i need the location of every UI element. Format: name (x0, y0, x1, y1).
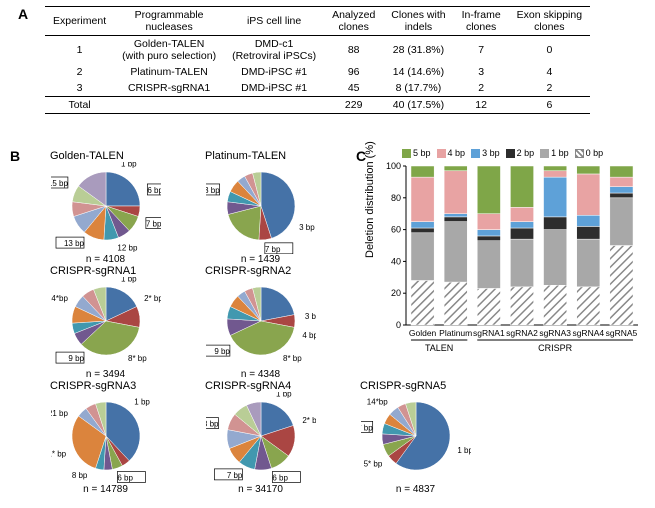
svg-text:80: 80 (391, 193, 401, 203)
svg-text:60: 60 (391, 225, 401, 235)
svg-text:1 bp: 1 bp (276, 392, 292, 399)
legend-item: 5 bp (402, 148, 431, 158)
svg-text:1 bp: 1 bp (457, 446, 471, 455)
pie-chart: CRISPR-sgRNA41 bp 2* bp 6 bp 7 bp 13 bp n = 3… (183, 380, 338, 495)
svg-text:CRISPR: CRISPR (538, 343, 573, 353)
svg-text:sgRNA5: sgRNA5 (606, 328, 638, 338)
svg-text:7 bp: 7 bp (226, 471, 242, 480)
pie-title: Golden-TALEN (50, 150, 183, 162)
pie-chart: CRISPR-sgRNA3 1 bp 6 bp 8 bp 11* bp 21 bp n = … (28, 380, 183, 495)
svg-text:1 bp: 1 bp (121, 277, 137, 284)
svg-text:14*bp: 14*bp (51, 294, 68, 303)
svg-text:1 bp: 1 bp (134, 397, 150, 406)
svg-text:40: 40 (391, 256, 401, 266)
table-header: Analyzedclones (324, 7, 383, 36)
svg-text:6 bp: 6 bp (272, 474, 288, 483)
svg-text:sgRNA3: sgRNA3 (539, 328, 571, 338)
pie-title: CRISPR-sgRNA3 (50, 380, 183, 392)
svg-text:TALEN: TALEN (425, 343, 453, 353)
svg-text:13 bp: 13 bp (206, 420, 219, 429)
svg-text:4 bp: 4 bp (302, 331, 316, 340)
y-axis-label: Deletion distribution (%) (364, 141, 376, 258)
svg-text:20: 20 (391, 288, 401, 298)
pie-title: CRISPR-sgRNA2 (205, 265, 338, 277)
svg-text:2* bp: 2* bp (302, 416, 316, 425)
svg-text:11* bp: 11* bp (51, 450, 67, 459)
svg-text:9 bp: 9 bp (214, 347, 230, 356)
table-header: iPS cell line (224, 7, 324, 36)
panel-b-label: B (10, 148, 20, 164)
pie-n-label: n = 4348 (183, 369, 338, 380)
pie-n-label: n = 1439 (183, 254, 338, 265)
pie-title: CRISPR-sgRNA4 (205, 380, 338, 392)
svg-text:Golden: Golden (409, 328, 437, 338)
svg-text:5* bp: 5* bp (363, 459, 382, 468)
table-header: Experiment (45, 7, 114, 36)
svg-text:2* bp: 2* bp (144, 294, 161, 303)
table-row: 3CRISPR-sgRNA1DMD-iPSC #1458 (17.7%)22 (45, 80, 590, 97)
svg-text:8* bp: 8* bp (283, 354, 302, 363)
stacked-bar-chart: 5 bp4 bp3 bp2 bp1 bp0 bp Deletion distri… (372, 148, 644, 363)
svg-text:6 bp: 6 bp (117, 474, 133, 483)
svg-text:13 bp: 13 bp (63, 239, 84, 248)
pie-n-label: n = 34170 (183, 484, 338, 495)
pie-title: CRISPR-sgRNA5 (360, 380, 493, 392)
panel-a-label: A (18, 6, 28, 22)
pie-n-label: n = 4837 (338, 484, 493, 495)
table-total-row: Total22940 (17.5%)126 (45, 97, 590, 114)
pie-chart: Platinum-TALEN 3 bp 7 bp 13 bp n = 1439 (183, 150, 338, 265)
svg-text:8* bp: 8* bp (128, 354, 147, 363)
svg-text:15 bp: 15 bp (51, 179, 68, 188)
table-header: Clones withindels (383, 7, 453, 36)
svg-text:11* bp: 11* bp (361, 423, 373, 432)
svg-text:6 bp: 6 bp (147, 186, 161, 195)
svg-text:0: 0 (396, 320, 401, 330)
svg-text:8 bp: 8 bp (71, 471, 87, 480)
svg-text:9 bp: 9 bp (68, 354, 84, 363)
legend-item: 2 bp (506, 148, 535, 158)
svg-text:3 bp: 3 bp (304, 312, 315, 321)
svg-text:Platinum: Platinum (439, 328, 472, 338)
pie-title: Platinum-TALEN (205, 150, 338, 162)
pie-n-label: n = 4108 (28, 254, 183, 265)
table-header: Programmablenucleases (114, 7, 224, 36)
svg-text:3 bp: 3 bp (299, 223, 315, 232)
svg-text:sgRNA1: sgRNA1 (473, 328, 505, 338)
table-header: In-frameclones (454, 7, 509, 36)
table-header: Exon skippingclones (509, 7, 590, 36)
svg-text:21 bp: 21 bp (51, 409, 68, 418)
pie-chart: Golden-TALEN1 bp 6 bp 7 bp 12 bp 13 bp 15 bp n… (28, 150, 183, 265)
table-row: 2Platinum-TALENDMD-iPSC #19614 (14.6%)34 (45, 64, 590, 80)
pie-chart: CRISPR-sgRNA11 bp 2* bp 8* bp 9 bp 14*bp n = … (28, 265, 183, 380)
pie-n-label: n = 3494 (28, 369, 183, 380)
legend-item: 4 bp (437, 148, 466, 158)
legend-item: 0 bp (575, 148, 604, 158)
svg-text:7 bp: 7 bp (145, 220, 160, 229)
table-row: 1Golden-TALEN(with puro selection)DMD-c1… (45, 36, 590, 65)
svg-text:sgRNA4: sgRNA4 (572, 328, 604, 338)
pie-n-label: n = 14789 (28, 484, 183, 495)
svg-text:12 bp: 12 bp (117, 244, 138, 253)
legend-item: 1 bp (540, 148, 569, 158)
svg-text:7 bp: 7 bp (264, 245, 280, 254)
svg-text:sgRNA2: sgRNA2 (506, 328, 538, 338)
svg-text:14*bp: 14*bp (366, 397, 387, 406)
pie-chart: CRISPR-sgRNA2 3 bp 4 bp 8* bp 9 bp n = 4348 (183, 265, 338, 380)
svg-text:13 bp: 13 bp (206, 186, 220, 195)
pie-chart: CRISPR-sgRNA5 1 bp 5* bp 11* bp 14*bp n = 483… (338, 380, 493, 495)
pie-title: CRISPR-sgRNA1 (50, 265, 183, 277)
legend-item: 3 bp (471, 148, 500, 158)
svg-text:1 bp: 1 bp (121, 162, 137, 169)
svg-text:100: 100 (386, 161, 401, 171)
results-table: ExperimentProgrammablenucleasesiPS cell … (45, 6, 590, 114)
